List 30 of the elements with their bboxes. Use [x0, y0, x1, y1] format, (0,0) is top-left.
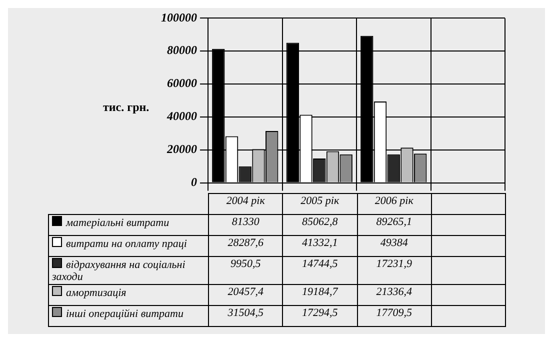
y-tick-label: 80000 [167, 43, 197, 58]
y-tick-label: 0 [191, 174, 197, 189]
y-axis-title: тис. грн. [103, 100, 150, 115]
y-tick-label: 100000 [161, 10, 197, 24]
x-tick-label: 2004 рік [208, 194, 283, 214]
data-label: 31504,5 [208, 306, 283, 326]
data-label: 17709,5 [357, 306, 432, 326]
legend-label: відрахування на соціальні заходи [52, 259, 186, 283]
data-label: 17294,5 [282, 306, 357, 326]
data-label: 81330 [208, 214, 283, 236]
x-tick-label: 2006 рік [357, 194, 432, 214]
data-label: 49384 [357, 236, 432, 256]
legend-label: амортизація [66, 287, 126, 299]
x-tick-label: 2005 рік [282, 194, 357, 214]
y-tick-label: 20000 [166, 142, 197, 156]
data-label: 9950,5 [208, 256, 283, 284]
data-label: 14744,5 [282, 256, 357, 284]
data-label: 17231,9 [357, 256, 432, 284]
data-label: 41332,1 [282, 236, 357, 256]
data-label: 85062,8 [282, 214, 357, 236]
data-label: 28287,6 [208, 236, 283, 256]
legend-label: витрати на оплату праці [66, 238, 187, 250]
data-label: 21336,4 [357, 284, 432, 306]
legend-label: матеріальні витрати [66, 217, 170, 229]
y-tick-label: 40000 [166, 109, 197, 124]
y-tick-label: 60000 [167, 76, 197, 90]
legend-label: інші операційні витрати [66, 308, 184, 320]
data-label: 20457,4 [208, 284, 283, 306]
data-label: 19184,7 [282, 284, 357, 306]
data-label: 89265,1 [357, 214, 432, 236]
